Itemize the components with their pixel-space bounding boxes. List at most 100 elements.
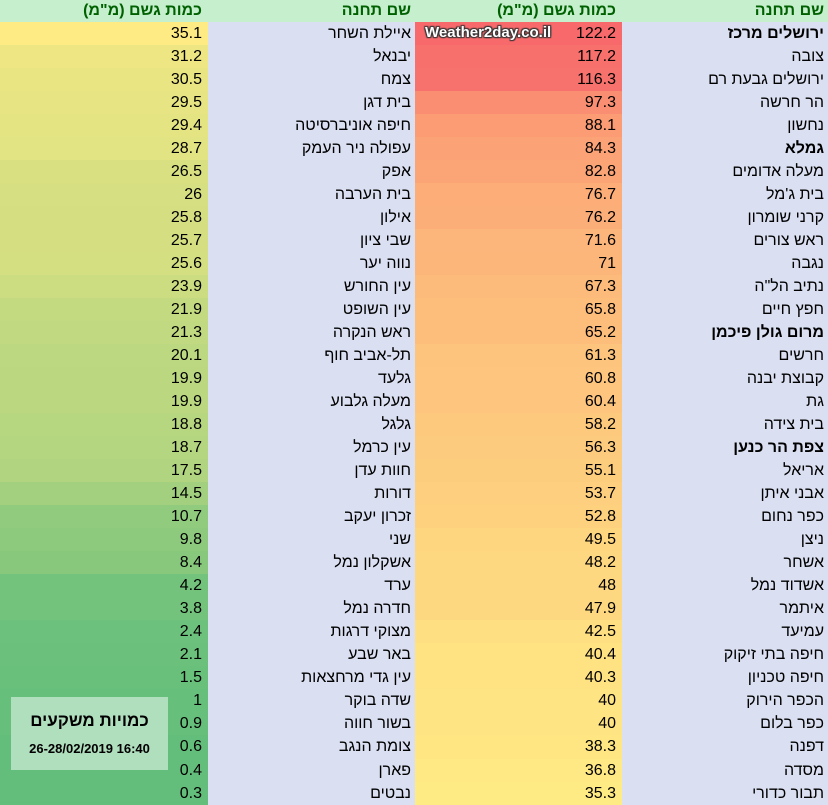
- station-name-cell: גלגל: [208, 413, 415, 437]
- station-name-cell: עין השופט: [208, 298, 415, 322]
- station-name-cell: יבנאל: [208, 45, 415, 69]
- station-name-cell: צובה: [622, 45, 828, 69]
- header-left-station: שם תחנה: [208, 0, 415, 22]
- rain-value-cell: 71: [415, 252, 622, 276]
- station-name-cell: אפק: [208, 160, 415, 184]
- station-name-cell: שני: [208, 528, 415, 552]
- station-name-cell: חיפה בתי זיקוק: [622, 643, 828, 667]
- station-name-cell: תבור כדורי: [622, 781, 828, 805]
- rain-value-cell: 23.9: [0, 275, 208, 299]
- station-name-cell: בית דגן: [208, 91, 415, 115]
- station-name-cell: חוות עדן: [208, 459, 415, 483]
- rain-value-cell: 3.8: [0, 597, 208, 621]
- rain-value-cell: 36.8: [415, 758, 622, 782]
- rain-value-cell: 29.5: [0, 91, 208, 115]
- rain-value-cell: 61.3: [415, 344, 622, 368]
- station-name-cell: זכרון יעקב: [208, 505, 415, 529]
- station-name-cell: צמח: [208, 68, 415, 92]
- watermark-logo: Weather2day.co.il: [425, 24, 552, 41]
- station-name-cell: הכפר הירוק: [622, 689, 828, 713]
- station-name-cell: מרום גולן פיכמן: [622, 321, 828, 345]
- rain-value-cell: 47.9: [415, 597, 622, 621]
- rain-value-cell: 25.6: [0, 252, 208, 276]
- rain-value-cell: 117.2: [415, 45, 622, 69]
- rain-value-cell: 4.2: [0, 574, 208, 598]
- rain-value-cell: 65.8: [415, 298, 622, 322]
- station-name-cell: ראש הנקרה: [208, 321, 415, 345]
- station-name-cell: חיפה טכניון: [622, 666, 828, 690]
- rain-value-cell: 8.4: [0, 551, 208, 575]
- station-name-cell: בית הערבה: [208, 183, 415, 207]
- rain-value-cell: 76.2: [415, 206, 622, 230]
- rain-value-cell: 40.4: [415, 643, 622, 667]
- rain-value-cell: 35.1: [0, 22, 208, 46]
- station-name-cell: עין גדי מרחצאות: [208, 666, 415, 690]
- left-values-column: 35.1 31.2 30.5 29.5 29.4 28.7 26.5 26 25.8 25.7 25…: [0, 22, 208, 805]
- rain-value-cell: 29.4: [0, 114, 208, 138]
- station-name-cell: גלעד: [208, 367, 415, 391]
- info-box-date: 26-28/02/2019 16:40: [29, 741, 150, 756]
- station-name-cell: דורות: [208, 482, 415, 506]
- rain-value-cell: 65.2: [415, 321, 622, 345]
- rain-value-cell: 116.3: [415, 68, 622, 92]
- station-name-cell: עפולה ניר העמק: [208, 137, 415, 161]
- station-name-cell: קרני שומרון: [622, 206, 828, 230]
- station-name-cell: עמיעד: [622, 620, 828, 644]
- station-name-cell: ראש צורים: [622, 229, 828, 253]
- rain-value-cell: 17.5: [0, 459, 208, 483]
- rain-value-cell: 42.5: [415, 620, 622, 644]
- rain-value-cell: 52.8: [415, 505, 622, 529]
- rain-value-cell: 122.2: [415, 22, 622, 46]
- station-name-cell: אשחר: [622, 551, 828, 575]
- rain-value-cell: 1.5: [0, 666, 208, 690]
- rain-value-cell: 18.7: [0, 436, 208, 460]
- rain-value-cell: 19.9: [0, 367, 208, 391]
- station-name-cell: מסדה: [622, 758, 828, 782]
- station-name-cell: גמלא: [622, 137, 828, 161]
- station-name-cell: חרשים: [622, 344, 828, 368]
- station-name-cell: אריאל: [622, 459, 828, 483]
- station-name-cell: עין כרמל: [208, 436, 415, 460]
- rain-value-cell: 40: [415, 712, 622, 736]
- station-name-cell: ניצן: [622, 528, 828, 552]
- rain-value-cell: 71.6: [415, 229, 622, 253]
- rain-value-cell: 55.1: [415, 459, 622, 483]
- rain-value-cell: 84.3: [415, 137, 622, 161]
- station-name-cell: קבוצת יבנה: [622, 367, 828, 391]
- rain-value-cell: 9.8: [0, 528, 208, 552]
- station-column-header: שם תחנה: [754, 2, 824, 19]
- station-name-cell: אבני איתן: [622, 482, 828, 506]
- station-name-cell: חפץ חיים: [622, 298, 828, 322]
- info-box-title: כמויות משקעים: [30, 711, 149, 730]
- station-name-cell: תל-אביב חוף: [208, 344, 415, 368]
- rain-value-cell: 2.1: [0, 643, 208, 667]
- station-name-cell: דפנה: [622, 735, 828, 759]
- station-name-cell: צומת הנגב: [208, 735, 415, 759]
- station-name-cell: נגבה: [622, 252, 828, 276]
- station-name-cell: שדה בוקר: [208, 689, 415, 713]
- right-values-column: 122.2 117.2 116.3 97.3 88.1 84.3 82.8 76.7 76.2 7…: [415, 22, 622, 805]
- rain-value-cell: 60.4: [415, 390, 622, 414]
- station-name-cell: איתמר: [622, 597, 828, 621]
- station-name-cell: איילת השחר: [208, 22, 415, 46]
- rain-value-cell: 38.3: [415, 735, 622, 759]
- rain-value-cell: 19.9: [0, 390, 208, 414]
- rain-value-cell: 56.3: [415, 436, 622, 460]
- station-name-cell: בית ג'מל: [622, 183, 828, 207]
- rain-column-header: כמות גשם (מ"מ): [497, 2, 616, 19]
- rain-value-cell: 48: [415, 574, 622, 598]
- station-name-cell: ירושלים מרכז: [622, 22, 828, 46]
- rain-value-cell: 28.7: [0, 137, 208, 161]
- station-name-cell: מעלה גלבוע: [208, 390, 415, 414]
- rain-value-cell: 60.8: [415, 367, 622, 391]
- station-name-cell: מצוקי דרגות: [208, 620, 415, 644]
- station-name-cell: צפת הר כנען: [622, 436, 828, 460]
- rain-value-cell: 20.1: [0, 344, 208, 368]
- station-name-cell: כפר בלום: [622, 712, 828, 736]
- rain-value-cell: 26.5: [0, 160, 208, 184]
- rain-value-cell: 40.3: [415, 666, 622, 690]
- rain-value-cell: 48.2: [415, 551, 622, 575]
- rain-value-cell: 26: [0, 183, 208, 207]
- rain-value-cell: 53.7: [415, 482, 622, 506]
- station-name-cell: גת: [622, 390, 828, 414]
